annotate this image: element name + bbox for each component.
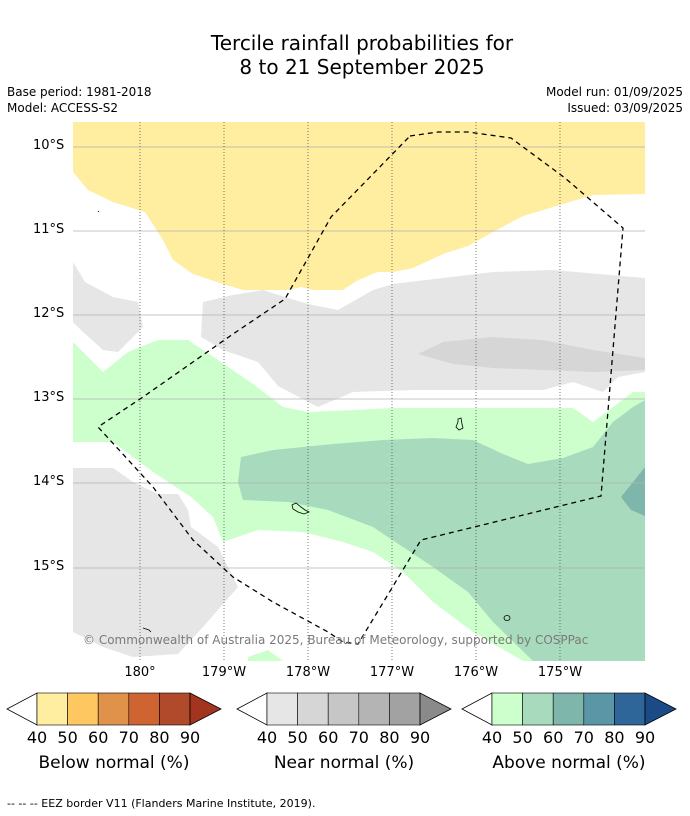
lat-label-10s: 10°S — [33, 138, 65, 153]
cbar-tick: 50 — [57, 728, 78, 747]
below-normal-region — [73, 122, 645, 290]
cbar-tick: 90 — [634, 728, 656, 747]
island-central — [291, 502, 310, 515]
colorbar-above-title: Above normal (%) — [492, 753, 646, 773]
colorbar-extend-high — [189, 692, 222, 726]
lat-label-14s: 14°S — [33, 474, 65, 489]
cbar-tick: 90 — [179, 728, 201, 747]
lat-gridlines — [73, 146, 645, 569]
title-line-1: Tercile rainfall probabilities for — [210, 31, 514, 55]
cbar-tick: 80 — [379, 728, 400, 747]
eez-footnote: -- -- -- EEZ border V11 (Flanders Marine… — [7, 797, 316, 810]
issued-date: Issued: 03/09/2025 — [567, 101, 683, 115]
meta-left: Base period: 1981-2018 Model: ACCESS-S2 — [7, 84, 152, 116]
colorbar-segment — [36, 692, 68, 726]
colorbar-above-normal — [461, 692, 677, 732]
lon-label-177w: 177°W — [369, 665, 415, 680]
colorbar-segment — [97, 692, 130, 726]
cbar-tick: 40 — [481, 728, 503, 747]
map-panel — [73, 122, 645, 661]
islands — [97, 210, 511, 633]
above-normal-deep-teal-patch — [621, 467, 645, 516]
lon-label-176w: 176°W — [453, 665, 499, 680]
island-south — [503, 615, 511, 621]
cbar-tick: 60 — [543, 728, 564, 747]
colorbar-segment — [583, 692, 615, 726]
cbar-tick: 80 — [149, 728, 170, 747]
lat-label-11s: 11°S — [33, 222, 65, 237]
eez-border — [97, 131, 624, 645]
colorbar-segment — [128, 692, 160, 726]
colorbar-near-title: Near normal (%) — [273, 753, 415, 773]
colorbar-segment — [614, 692, 646, 726]
colorbar-extend-high — [644, 692, 677, 726]
map-canvas — [73, 122, 645, 661]
cbar-tick: 50 — [512, 728, 533, 747]
cbar-tick: 70 — [573, 728, 594, 747]
above-normal-teal-region — [238, 400, 645, 661]
colorbar-extend-low — [236, 692, 268, 726]
island-speck — [97, 210, 100, 213]
colorbar-segment — [491, 692, 523, 726]
colorbar-below-title: Below normal (%) — [38, 753, 190, 773]
island-north — [455, 417, 464, 431]
copyright-notice: © Commonwealth of Australia 2025, Bureau… — [83, 633, 589, 647]
lon-label-175w: 175°W — [537, 665, 583, 680]
colorbar-segment — [297, 692, 329, 726]
cbar-tick: 40 — [256, 728, 278, 747]
island-west — [142, 627, 152, 633]
cbar-tick: 50 — [287, 728, 308, 747]
near-normal-region-west — [73, 262, 143, 352]
cbar-tick: 80 — [604, 728, 625, 747]
base-period: Base period: 1981-2018 — [7, 85, 152, 99]
cbar-tick: 40 — [26, 728, 48, 747]
colorbar-segment — [522, 692, 554, 726]
lat-label-13s: 13°S — [33, 390, 65, 405]
cbar-tick: 60 — [88, 728, 109, 747]
colorbar-segment — [266, 692, 298, 726]
colorbar-extend-low — [6, 692, 38, 726]
near-normal-region-central — [201, 270, 645, 407]
model-name: Model: ACCESS-S2 — [7, 101, 119, 115]
lat-label-15s: 15°S — [33, 559, 65, 574]
lon-label-180: 180° — [124, 665, 156, 680]
above-normal-green-strip-south — [248, 650, 283, 661]
lon-label-178w: 178°W — [285, 665, 331, 680]
meta-right: Model run: 01/09/2025 Issued: 03/09/2025 — [546, 84, 683, 116]
colorbar-segment — [389, 692, 421, 726]
colorbar-segment — [327, 692, 360, 726]
colorbar-segment — [159, 692, 191, 726]
colorbar-segment — [67, 692, 99, 726]
lat-label-12s: 12°S — [33, 306, 65, 321]
colorbar-segment — [552, 692, 585, 726]
cbar-tick: 60 — [318, 728, 339, 747]
near-normal-darker-band — [418, 337, 645, 372]
title-line-2: 8 to 21 September 2025 — [239, 55, 485, 79]
colorbar-extend-high — [419, 692, 452, 726]
colorbar-above-normal-svg — [461, 692, 677, 726]
cbar-tick: 90 — [409, 728, 431, 747]
colorbar-segment — [358, 692, 390, 726]
map-title: Tercile rainfall probabilities for 8 to … — [0, 31, 690, 79]
colorbar-near-normal-svg — [236, 692, 452, 726]
colorbar-below-normal-svg — [6, 692, 222, 726]
near-normal-region-southwest — [73, 468, 238, 657]
cbar-tick: 70 — [348, 728, 369, 747]
colorbar-extend-low — [461, 692, 493, 726]
lon-label-179w: 179°W — [201, 665, 247, 680]
colorbar-below-normal — [6, 692, 222, 732]
cbar-tick: 70 — [118, 728, 139, 747]
colorbar-near-normal — [236, 692, 452, 732]
model-run: Model run: 01/09/2025 — [545, 85, 683, 99]
